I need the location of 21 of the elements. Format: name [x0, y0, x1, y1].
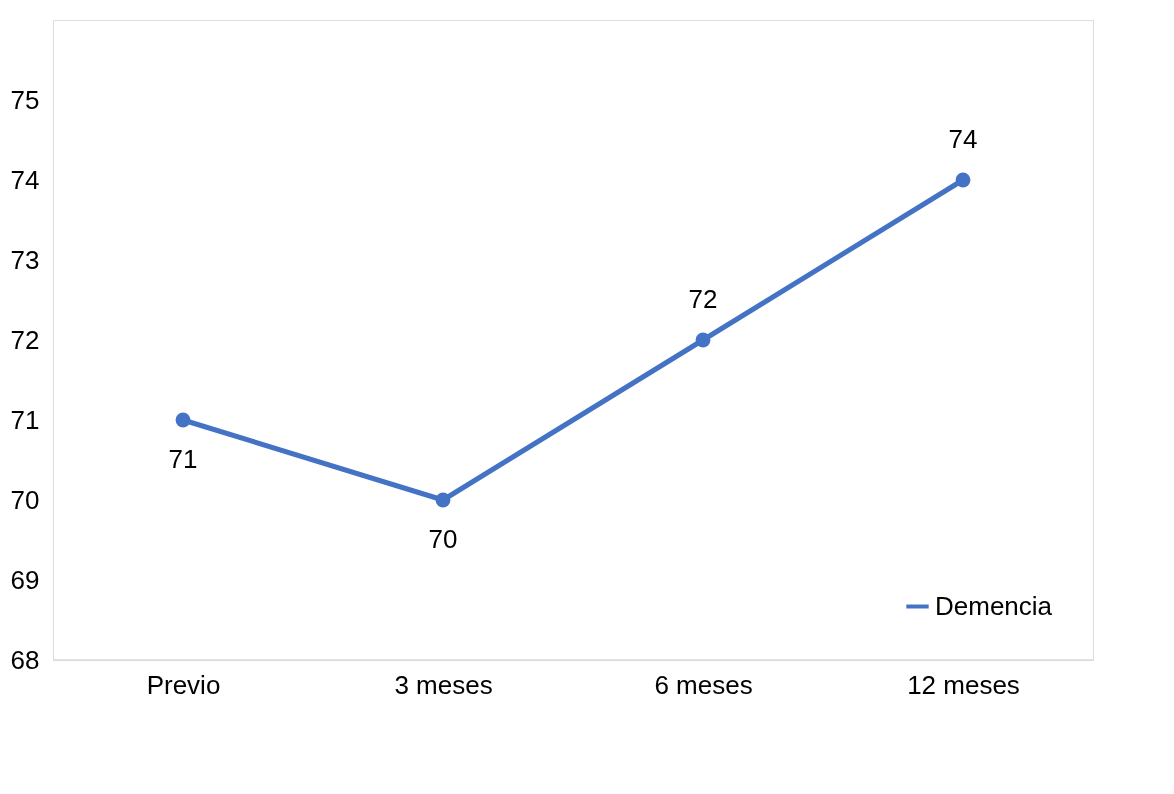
data-label: 72	[688, 284, 718, 314]
x-tick-label: Previo	[146, 669, 221, 700]
data-label: 71	[168, 444, 198, 474]
point	[175, 412, 191, 428]
y-tick-label: 69	[10, 564, 40, 595]
point	[695, 332, 711, 348]
x-tick-label: 12 meses	[907, 669, 1020, 700]
y-tick-label: 74	[10, 164, 40, 195]
point	[435, 492, 451, 508]
y-tick-label: 71	[10, 404, 40, 435]
data-label: 70	[428, 524, 458, 554]
y-tick-label: 72	[10, 324, 40, 355]
y-tick-label: 70	[10, 484, 40, 515]
data-label: 74	[948, 124, 978, 154]
y-tick-label: 68	[10, 644, 40, 675]
x-tick-label: 6 meses	[654, 669, 753, 700]
y-tick-label: 73	[10, 244, 40, 275]
point	[955, 172, 971, 188]
x-tick-label: 3 meses	[394, 669, 493, 700]
legend-label: Demencia	[935, 590, 1053, 621]
y-tick-label: 75	[10, 84, 40, 115]
